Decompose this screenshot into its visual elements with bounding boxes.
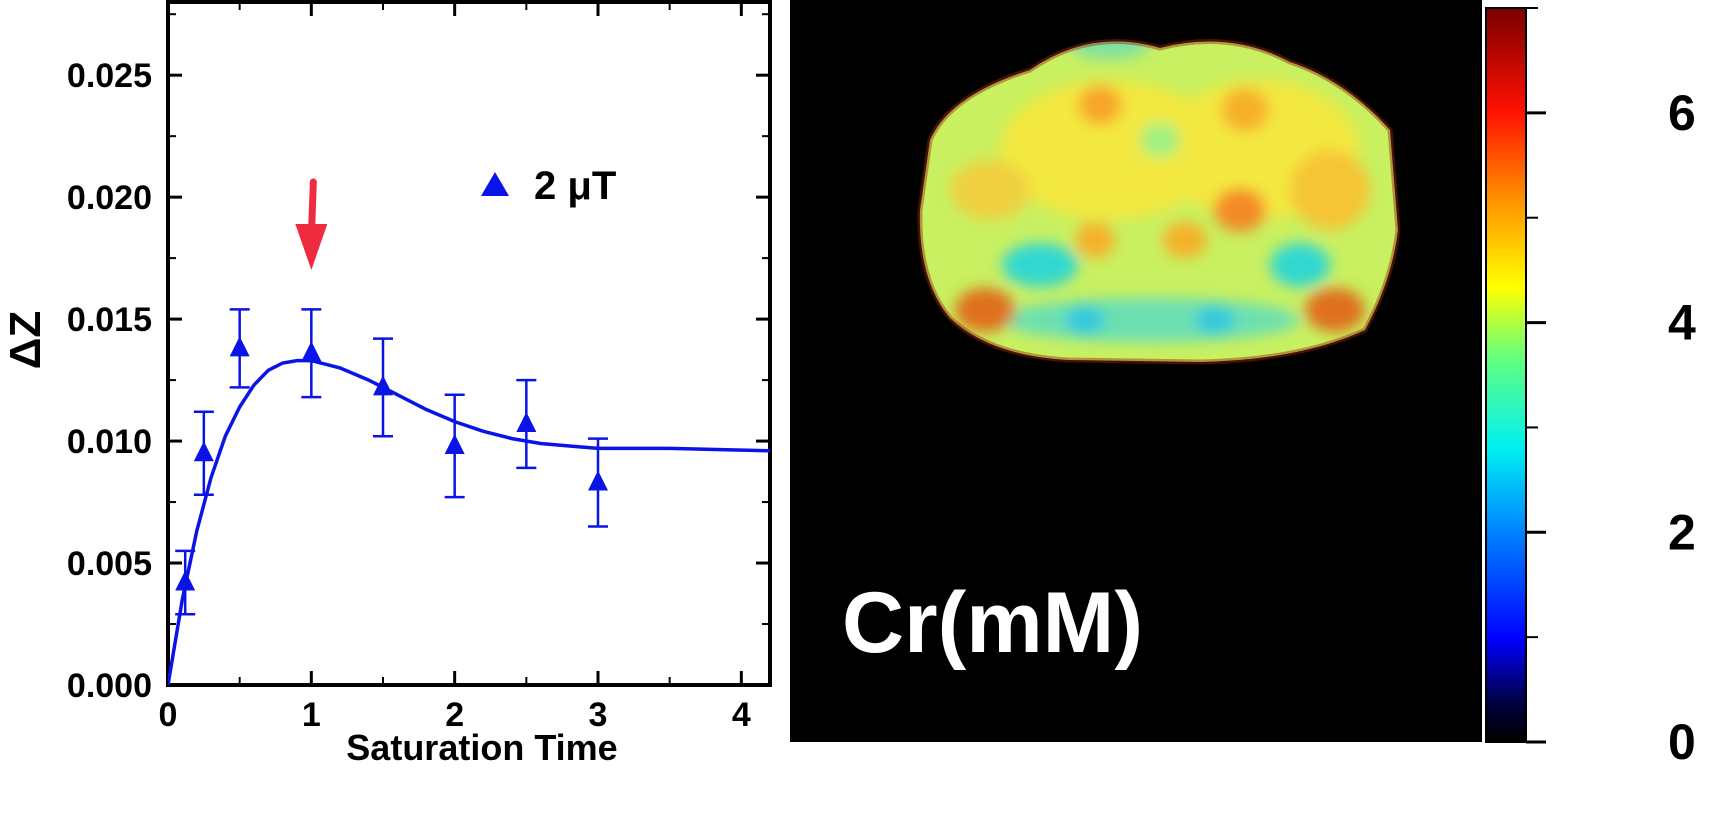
triangle-marker xyxy=(373,375,393,396)
data-points-layer xyxy=(175,308,608,616)
y-tick-label: 0.005 xyxy=(67,545,152,583)
triangle-marker xyxy=(175,570,196,591)
y-tick-label: 0.010 xyxy=(67,423,152,461)
data-point xyxy=(175,549,196,616)
fit-curve xyxy=(168,358,770,685)
colorbar-gradient xyxy=(1485,7,1527,743)
plot-frame xyxy=(166,0,772,687)
y-axis-title: ΔZ xyxy=(1,311,50,370)
triangle-marker xyxy=(193,441,214,462)
x-tick-label: 4 xyxy=(732,696,751,734)
colorbar-tick-label: 4 xyxy=(1668,295,1696,351)
y-axis-ticks: 0.000 0.005 0.010 0.015 0.020 0.025 xyxy=(67,13,770,705)
legend-triangle-marker xyxy=(481,172,509,196)
y-tick-label: 0.000 xyxy=(67,667,152,705)
colorbar: 0 2 4 6 xyxy=(1485,7,1696,770)
x-tick-label: 1 xyxy=(302,696,321,734)
triangle-marker xyxy=(516,411,537,432)
x-axis-title: Saturation Time xyxy=(346,727,617,768)
legend-label: 2 μT xyxy=(534,164,616,208)
creatine-map: Cr(mM) xyxy=(790,0,1482,742)
colorbar-tick-label: 0 xyxy=(1668,714,1696,770)
colorbar-tick-label: 2 xyxy=(1668,504,1696,560)
brain-slice-map xyxy=(919,41,1398,363)
triangle-marker xyxy=(588,470,608,491)
x-tick-label: 3 xyxy=(589,696,608,734)
colorbar-ticks: 0 2 4 6 xyxy=(1526,7,1696,770)
data-point xyxy=(229,308,250,389)
data-point xyxy=(588,437,608,528)
y-tick-label: 0.020 xyxy=(67,179,152,217)
peak-arrow-annotation xyxy=(295,178,328,270)
data-point xyxy=(444,393,465,499)
y-tick-label: 0.015 xyxy=(67,301,152,339)
triangle-marker xyxy=(229,336,250,357)
x-tick-label: 2 xyxy=(445,696,464,734)
delta-z-plot: 0 1 2 3 4 0.000 0.005 0.010 0.015 0.020 0.025 Sat… xyxy=(1,0,772,768)
data-point xyxy=(301,308,322,399)
triangle-marker xyxy=(301,341,322,362)
x-axis-ticks: 0 1 2 3 4 xyxy=(159,2,751,734)
data-point xyxy=(516,378,537,470)
data-point xyxy=(193,410,214,496)
colorbar-tick-label: 6 xyxy=(1668,85,1696,141)
map-label: Cr(mM) xyxy=(842,575,1143,671)
fit-curve-layer xyxy=(168,358,770,685)
x-tick-label: 0 xyxy=(159,696,178,734)
data-point xyxy=(373,337,393,438)
brain-edge xyxy=(917,39,1401,365)
legend: 2 μT xyxy=(481,164,616,208)
y-tick-label: 0.025 xyxy=(67,57,152,95)
arrow-head xyxy=(295,224,328,270)
triangle-marker xyxy=(444,433,465,454)
